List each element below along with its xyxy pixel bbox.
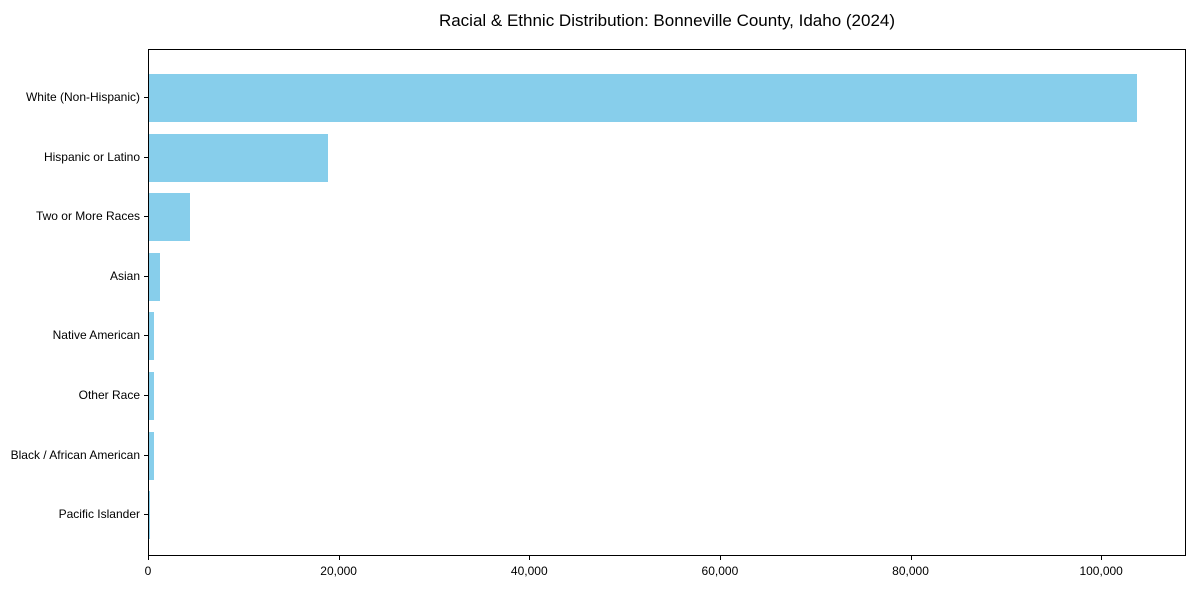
x-tick-label: 80,000 (892, 564, 929, 578)
y-tick (144, 216, 148, 218)
bar (149, 74, 1138, 122)
x-tick-label: 40,000 (510, 564, 548, 578)
y-axis-label: Asian (109, 268, 140, 283)
x-tick (338, 556, 340, 560)
bar (149, 193, 190, 242)
bar (149, 491, 151, 540)
y-axis-label: Two or More Races (35, 209, 140, 224)
x-tick (1101, 556, 1103, 560)
bar (149, 252, 160, 301)
y-axis-label: White (Non-Hispanic) (25, 90, 140, 104)
y-axis-label: Pacific Islander (58, 507, 140, 522)
y-axis-label: Black / African American (10, 447, 140, 462)
x-tick-label: 60,000 (701, 564, 739, 578)
x-tick-label: 100,000 (1079, 564, 1123, 578)
y-axis-label: Other Race (78, 388, 140, 402)
y-axis-label: Hispanic or Latino (43, 149, 140, 164)
y-tick (144, 97, 148, 98)
bar (149, 431, 154, 480)
bar (149, 372, 154, 420)
x-tick-label: 20,000 (320, 564, 357, 578)
y-tick (144, 454, 148, 456)
y-tick (144, 395, 148, 396)
bar (149, 312, 155, 361)
y-tick (144, 156, 148, 158)
x-tick (719, 556, 721, 560)
x-tick (910, 556, 912, 560)
y-axis-label: Native American (52, 328, 140, 343)
y-tick (144, 335, 148, 337)
y-tick (144, 514, 148, 516)
x-tick (529, 556, 531, 560)
bar (149, 133, 329, 182)
chart-title: Racial & Ethnic Distribution: Bonneville… (438, 11, 896, 30)
y-tick (144, 275, 148, 277)
plot-area (148, 49, 1186, 556)
x-tick (148, 556, 149, 560)
x-tick-label: 0 (144, 564, 152, 578)
